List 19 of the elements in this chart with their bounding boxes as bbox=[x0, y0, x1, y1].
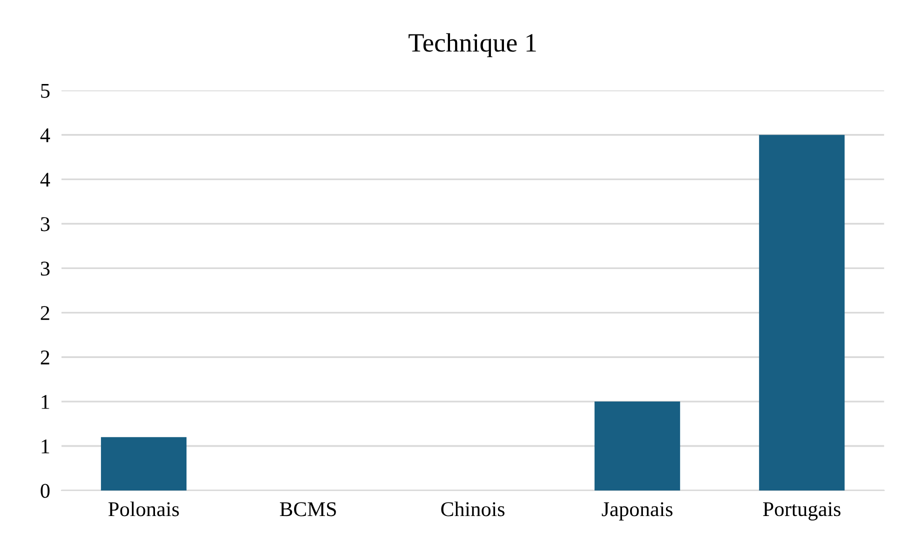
y-tick-label: 5 bbox=[41, 84, 50, 98]
x-tick-label: Polonais bbox=[108, 502, 179, 516]
y-tick-label: 0 bbox=[40, 484, 50, 498]
x-tick-label: Chinois bbox=[441, 502, 504, 516]
y-tick-label: 1 bbox=[42, 439, 50, 454]
x-tick-label: BCMS bbox=[280, 502, 336, 516]
x-tick-label: Japonais bbox=[602, 502, 672, 520]
y-tick-label: 4 bbox=[40, 172, 50, 187]
y-tick-label: 2 bbox=[40, 306, 50, 320]
bar bbox=[100, 437, 187, 490]
bar bbox=[594, 402, 680, 490]
y-tick-label: 3 bbox=[40, 262, 50, 276]
chart-title: Technique 1 bbox=[408, 33, 536, 58]
x-tick-label: Portugais bbox=[763, 502, 840, 520]
y-tick-label: 3 bbox=[40, 217, 50, 232]
y-tick-label: 2 bbox=[40, 350, 50, 364]
y-tick-label: 4 bbox=[40, 128, 50, 142]
bar bbox=[759, 134, 845, 490]
y-tick-label: 1 bbox=[42, 395, 50, 409]
